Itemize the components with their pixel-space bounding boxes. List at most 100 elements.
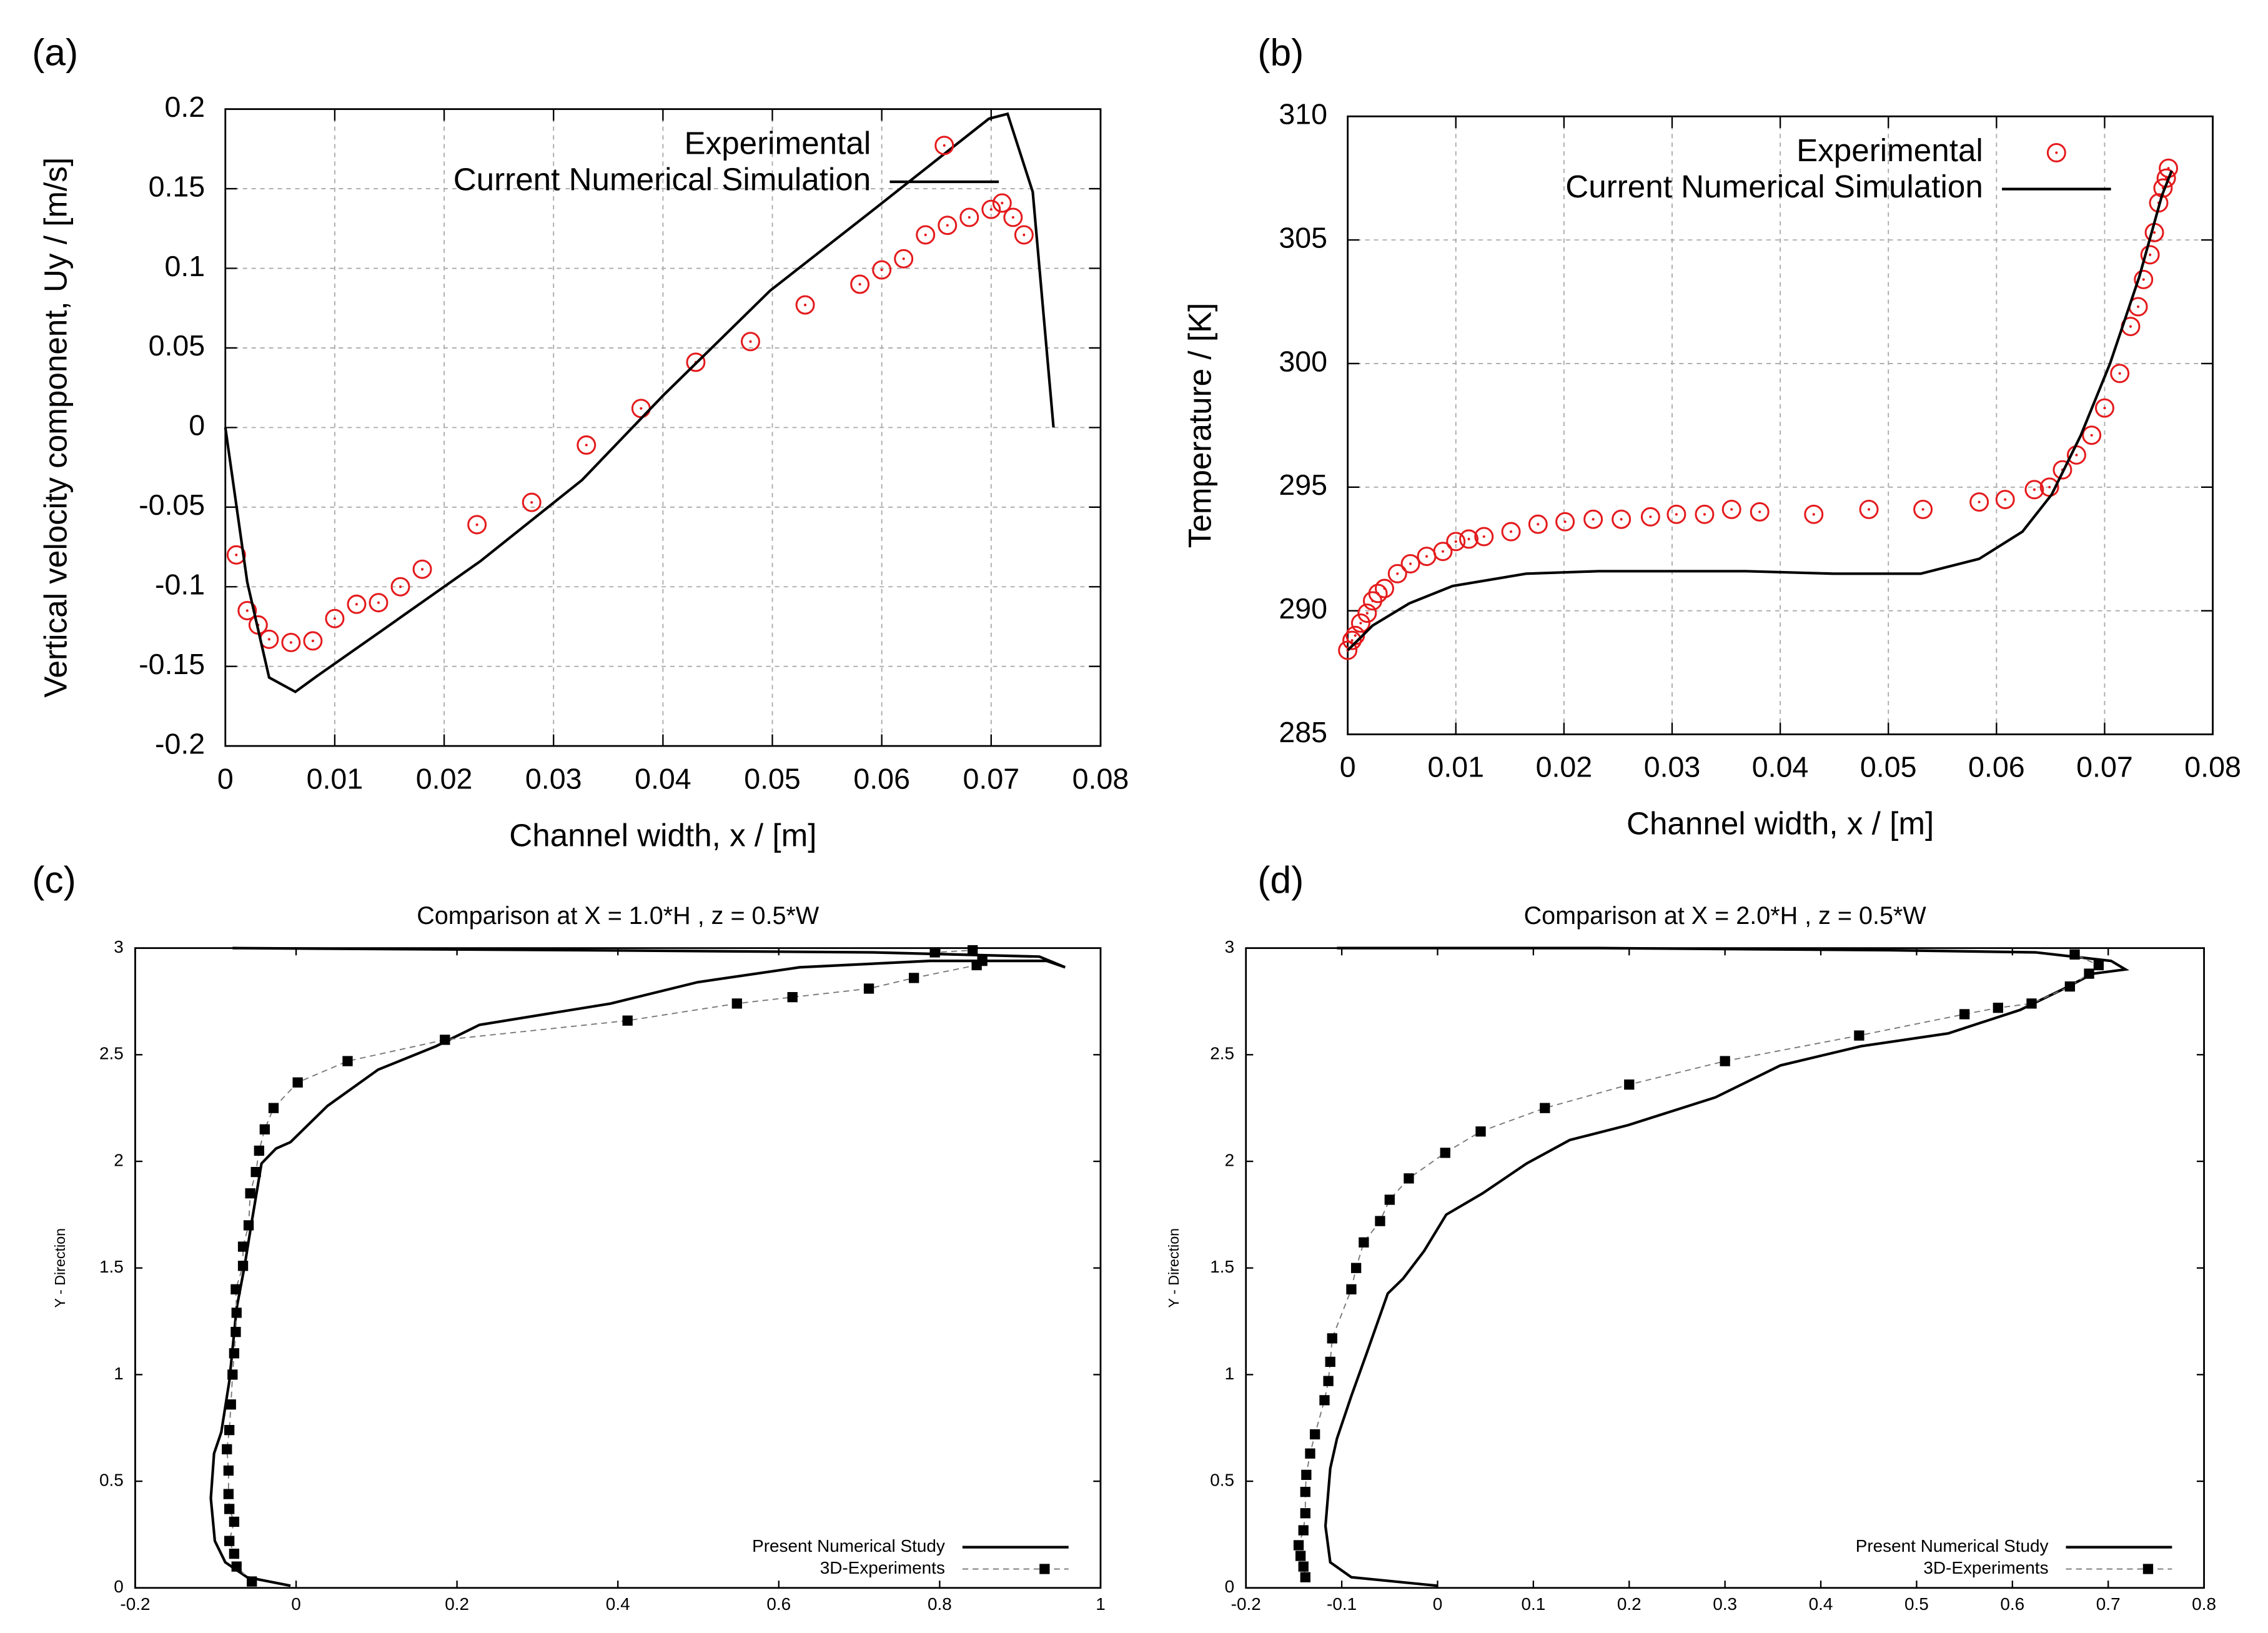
data-point bbox=[731, 998, 742, 1009]
series-line bbox=[209, 946, 1066, 1587]
point-ring bbox=[1459, 529, 1479, 549]
point-dot bbox=[640, 407, 643, 410]
point-ring bbox=[850, 274, 870, 294]
data-point bbox=[259, 1124, 270, 1134]
x-tick-label: 0.1 bbox=[1521, 1594, 1545, 1614]
point-dot bbox=[1730, 508, 1733, 511]
data-point bbox=[1342, 630, 1362, 650]
data-point bbox=[863, 983, 874, 994]
point-ring bbox=[1357, 603, 1377, 623]
x-tick-label: 0.07 bbox=[2076, 751, 2133, 783]
x-tick-label: 0.02 bbox=[416, 762, 473, 795]
point-ring bbox=[981, 199, 1001, 219]
data-point bbox=[1319, 1395, 1330, 1406]
data-point bbox=[229, 1516, 240, 1527]
point-dot bbox=[880, 268, 883, 272]
point-dot bbox=[2055, 151, 2058, 154]
data-point bbox=[959, 207, 979, 227]
data-point bbox=[992, 193, 1012, 213]
point-dot bbox=[1023, 233, 1026, 237]
point-dot bbox=[1537, 523, 1540, 526]
data-point bbox=[2026, 998, 2037, 1009]
x-tick-label: 0 bbox=[1340, 751, 1356, 783]
point-dot bbox=[267, 638, 270, 641]
data-point bbox=[224, 1425, 235, 1436]
data-point bbox=[1300, 1487, 1310, 1497]
point-dot bbox=[803, 304, 807, 307]
data-point bbox=[1528, 514, 1548, 534]
point-ring bbox=[237, 600, 257, 620]
data-point bbox=[1375, 578, 1394, 598]
point-dot bbox=[1812, 513, 1815, 516]
y-tick-label: 1 bbox=[114, 1364, 124, 1383]
y-tick-label: 0 bbox=[1225, 1577, 1235, 1596]
series-line bbox=[1324, 946, 2130, 1587]
y-axis-label: Temperature / [K] bbox=[1182, 303, 1217, 548]
point-ring bbox=[1969, 492, 1989, 512]
point-dot bbox=[1592, 518, 1595, 521]
point-ring bbox=[1446, 532, 1466, 552]
data-point bbox=[1804, 504, 1824, 524]
point-dot bbox=[2152, 231, 2156, 234]
data-point bbox=[1666, 504, 1686, 524]
point-ring bbox=[1750, 502, 1770, 522]
point-dot bbox=[245, 609, 249, 612]
x-axis-label: Channel width, x / [m] bbox=[509, 817, 816, 853]
data-point bbox=[243, 1220, 254, 1231]
legend-label: 3D-Experiments bbox=[820, 1558, 945, 1577]
point-ring bbox=[934, 136, 954, 156]
data-point bbox=[1720, 1056, 1730, 1066]
point-dot bbox=[2137, 305, 2140, 309]
data-point bbox=[268, 1103, 279, 1113]
data-point bbox=[1501, 522, 1521, 542]
point-ring bbox=[872, 260, 892, 280]
point-ring bbox=[369, 593, 389, 613]
point-ring bbox=[1375, 578, 1394, 598]
y-tick-label: 0 bbox=[114, 1577, 124, 1596]
x-tick-label: 0.2 bbox=[445, 1594, 469, 1614]
point-ring bbox=[959, 207, 979, 227]
x-tick-label: 0.2 bbox=[1617, 1594, 1642, 1614]
point-dot bbox=[1758, 510, 1761, 514]
data-point bbox=[245, 1188, 255, 1199]
data-point bbox=[850, 274, 870, 294]
point-ring bbox=[2110, 364, 2130, 384]
y-tick-label: 1.5 bbox=[99, 1257, 124, 1276]
data-point bbox=[1993, 1003, 2003, 1013]
point-dot bbox=[1467, 537, 1470, 540]
x-tick-label: 0.8 bbox=[928, 1594, 952, 1614]
data-point bbox=[1474, 527, 1494, 547]
point-ring bbox=[1721, 499, 1741, 519]
plot-frame bbox=[134, 947, 1102, 1589]
data-point bbox=[1475, 1126, 1486, 1137]
point-dot bbox=[585, 444, 588, 447]
panel-label: (a) bbox=[32, 31, 78, 74]
data-point bbox=[223, 1465, 234, 1476]
point-ring bbox=[2046, 142, 2066, 162]
data-point bbox=[1640, 507, 1660, 527]
data-point bbox=[1325, 1356, 1335, 1367]
point-dot bbox=[924, 233, 927, 237]
point-dot bbox=[1425, 555, 1429, 558]
point-ring bbox=[992, 193, 1012, 213]
x-tick-label: 0.05 bbox=[744, 762, 801, 795]
point-ring bbox=[2153, 178, 2173, 198]
point-ring bbox=[1003, 207, 1023, 227]
y-tick-label: -0.05 bbox=[139, 489, 205, 521]
data-point bbox=[1583, 509, 1603, 529]
y-tick-label: 290 bbox=[1279, 592, 1327, 625]
y-tick-label: 310 bbox=[1279, 98, 1327, 131]
point-ring bbox=[1913, 499, 1933, 519]
point-dot bbox=[1921, 508, 1924, 511]
x-tick-label: 0.04 bbox=[1752, 751, 1809, 783]
point-dot bbox=[1454, 540, 1457, 543]
point-dot bbox=[2033, 488, 2036, 491]
point-ring bbox=[1387, 563, 1407, 583]
data-point bbox=[2069, 949, 2080, 960]
data-point bbox=[1440, 1148, 1450, 1158]
point-dot bbox=[1620, 518, 1623, 521]
x-tick-label: 0.04 bbox=[635, 762, 691, 795]
data-point bbox=[1400, 553, 1420, 573]
data-point bbox=[1404, 1173, 1414, 1184]
point-ring bbox=[686, 352, 706, 372]
